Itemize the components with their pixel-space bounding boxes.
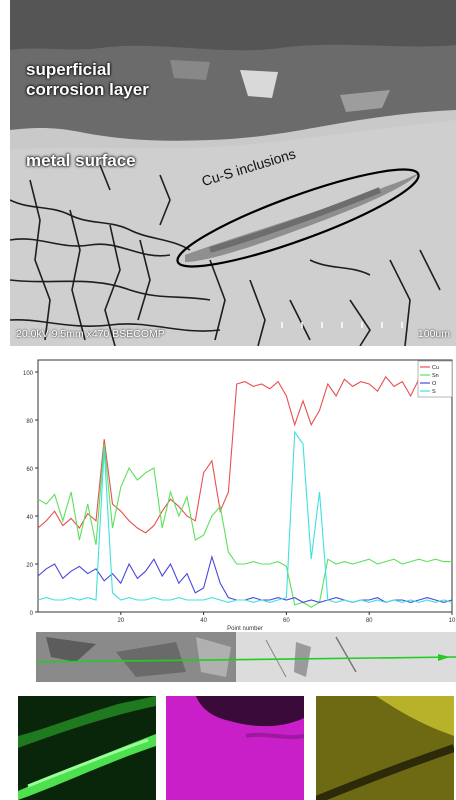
y-tick-label: 80 [26, 419, 33, 425]
legend-label-sn: Sn [432, 373, 439, 379]
x-tick-label: 10 [449, 618, 456, 624]
chart-svg: 0 20 40 60 80 100 20 40 60 80 10 Point number Cu Sn O… [23, 359, 456, 632]
label-corrosion-layer: superficial corrosion layer [26, 60, 149, 99]
eds-map-yellow [316, 696, 454, 800]
plot-frame [37, 359, 453, 613]
series-line-sn [37, 443, 452, 608]
scan-line [35, 656, 456, 663]
strip-svg [35, 632, 456, 682]
series-line-s [37, 430, 453, 603]
y-tick-label: 100 [23, 371, 34, 377]
linescan-chart: 0 20 40 60 80 100 20 40 60 80 10 Point number Cu Sn O… [10, 350, 456, 632]
legend-label-cu: Cu [432, 365, 439, 371]
x-axis-label: Point number [227, 626, 263, 632]
scan-arrow-icon [438, 654, 450, 661]
x-tick-label: 40 [200, 618, 207, 624]
sem-texture [10, 0, 456, 346]
sem-micrograph: superficial corrosion layer metal surfac… [10, 0, 456, 346]
linescan-strip-image [35, 632, 456, 682]
y-tick-label: 20 [26, 563, 33, 569]
label-metal-surface: metal surface [26, 151, 136, 170]
eds-map-magenta [166, 696, 304, 800]
x-tick-label: 60 [283, 618, 290, 624]
y-tick-label: 0 [30, 611, 34, 617]
legend-label-o: O [432, 381, 437, 387]
y-tick-label: 60 [26, 467, 33, 473]
series-line-cu [37, 375, 453, 534]
x-tick-label: 20 [117, 618, 124, 624]
sem-scale-bar-label: 100um [417, 328, 450, 340]
legend-label-s: S [432, 389, 436, 395]
sem-acquisition-info: 20.0kV 9.5mm x470 BSECOMP [16, 328, 165, 340]
y-tick-label: 40 [26, 515, 33, 521]
eds-map-green [18, 696, 156, 800]
x-tick-label: 80 [366, 618, 373, 624]
